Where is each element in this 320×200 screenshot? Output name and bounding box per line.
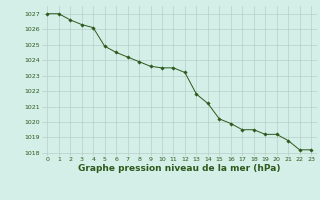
X-axis label: Graphe pression niveau de la mer (hPa): Graphe pression niveau de la mer (hPa) <box>78 164 280 173</box>
